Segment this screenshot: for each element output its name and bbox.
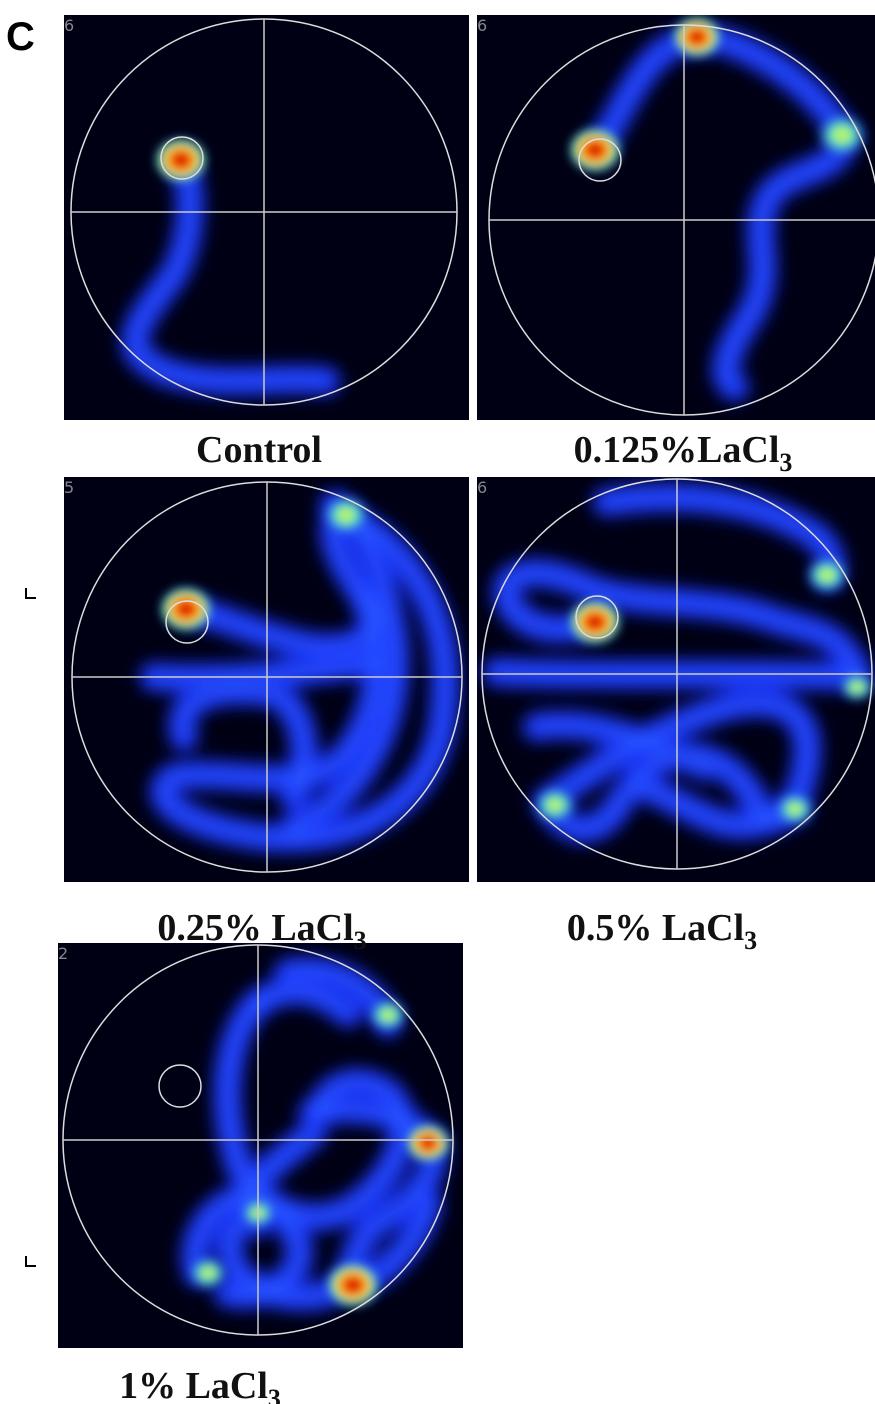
corner-number: 6 <box>477 16 487 35</box>
hotspot <box>839 672 875 703</box>
panel-label: 1% LaCl3 <box>119 1365 281 1404</box>
axis-mark <box>26 588 36 1266</box>
label-subscript: 3 <box>354 926 367 955</box>
figure: C 66562 Control0.125%LaCl30.25% LaCl30.5… <box>0 0 875 1404</box>
hotspot <box>368 998 408 1032</box>
hotspot <box>775 792 815 826</box>
hotspot <box>155 138 207 182</box>
corner-number: 6 <box>64 16 74 35</box>
panel-label: 0.125%LaCl3 <box>574 429 793 477</box>
panels: 6 6 5 6 2 <box>58 15 875 1348</box>
label-text: 0.125%LaCl <box>574 429 780 471</box>
heatmap-panel: 6 <box>477 15 875 420</box>
heatmap-panel: 6 <box>64 15 469 420</box>
hotspots <box>155 138 207 182</box>
label-subscript: 3 <box>744 926 757 955</box>
panel-label: 0.25% LaCl3 <box>157 907 366 955</box>
label-subscript: 3 <box>268 1384 281 1404</box>
heatmap-panel: 5 <box>64 477 469 882</box>
hotspot <box>406 1124 450 1161</box>
label-text: 0.5% LaCl <box>567 907 744 949</box>
heatmap-panel: 6 <box>477 477 875 882</box>
label-subscript: 3 <box>779 448 792 477</box>
label-text: 1% LaCl <box>119 1365 268 1404</box>
hotspot <box>533 786 577 823</box>
corner-number: 2 <box>58 944 68 963</box>
panel-label: 0.5% LaCl3 <box>567 907 757 955</box>
hotspot <box>327 1263 379 1307</box>
panel-label: Control <box>196 429 322 471</box>
heatmap-background <box>64 15 469 420</box>
corner-number: 6 <box>477 478 487 497</box>
figure-label: C <box>6 15 35 59</box>
hotspot <box>673 17 721 58</box>
hotspot <box>322 495 370 536</box>
label-text: 0.25% LaCl <box>157 907 353 949</box>
corner-number: 5 <box>64 478 74 497</box>
hotspot <box>569 128 621 172</box>
hotspot <box>188 1256 228 1290</box>
hotspot <box>805 556 849 593</box>
heatmap-panel: 2 <box>58 943 463 1348</box>
label-text: Control <box>196 429 322 471</box>
